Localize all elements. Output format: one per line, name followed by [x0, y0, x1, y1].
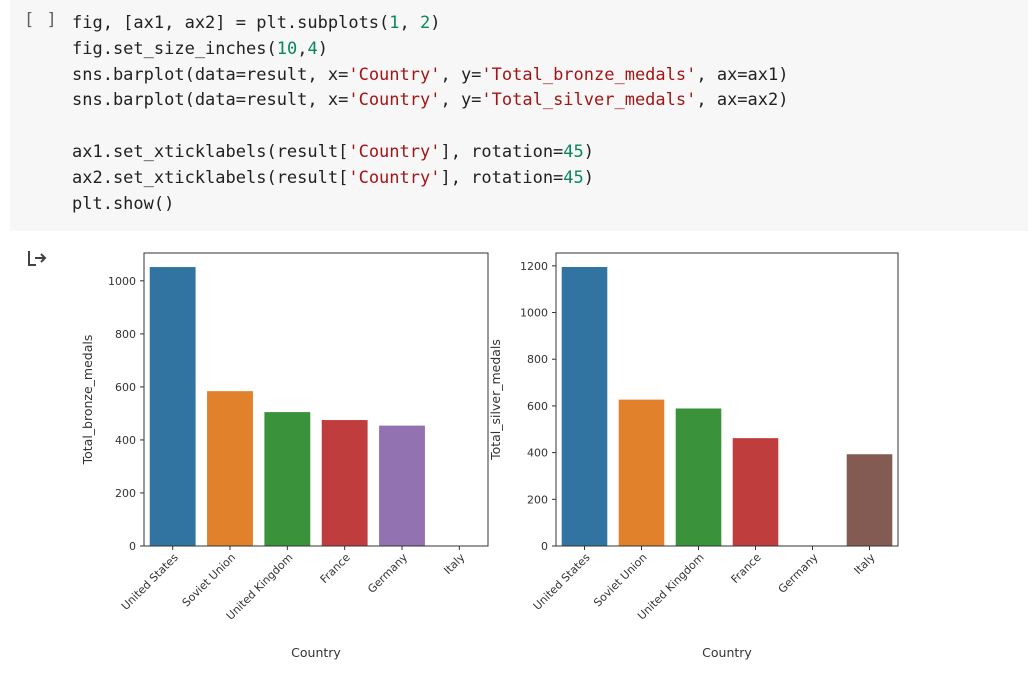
run-cell-button[interactable]: [ ]: [24, 10, 58, 30]
y-tick-label: 800: [527, 353, 548, 366]
code-line: sns.barplot(data=result, x='Country', y=…: [72, 88, 788, 114]
code-token: , y=: [440, 64, 482, 85]
code-token: 45: [563, 167, 584, 188]
code-token: 'Total_bronze_medals': [481, 64, 697, 85]
code-cell[interactable]: [ ] fig, [ax1, ax2] = plt.subplots(1, 2)…: [10, 0, 1028, 231]
x-tick-label: Soviet Union: [180, 551, 238, 609]
x-tick-label: Italy: [441, 551, 467, 577]
bar-bronze-1: [207, 391, 253, 546]
code-token: , ax=ax2): [696, 90, 789, 111]
bar-silver-1: [618, 399, 665, 546]
code-token: 45: [563, 141, 584, 162]
x-tick-label: Soviet Union: [591, 551, 649, 609]
axes-frame: [143, 252, 489, 547]
code-token: plt.show(): [72, 193, 175, 214]
code-token: 4: [307, 38, 318, 59]
y-tick-label: 1000: [520, 307, 548, 320]
x-tick-label: United States: [531, 551, 593, 613]
code-token: 1: [389, 13, 400, 33]
code-token: fig.set_size_inches(: [72, 38, 277, 59]
x-tick-label: United States: [119, 551, 181, 613]
code-token: ): [583, 167, 595, 188]
code-token: ): [317, 38, 328, 59]
code-token: ax1.set_xticklabels(result[: [72, 141, 349, 162]
y-tick-label: 800: [115, 328, 136, 341]
code-token: sns.barplot(data=result, x=: [72, 90, 349, 111]
bar-bronze-3: [321, 420, 368, 546]
x-axis-label: Country: [702, 645, 752, 660]
x-tick-label: France: [318, 551, 353, 586]
y-tick-label: 400: [115, 434, 136, 447]
code-line: ax1.set_xticklabels(result['Country'], r…: [72, 140, 788, 166]
y-axis-label: Total_bronze_medals: [80, 335, 95, 466]
bar-bronze-4: [379, 425, 425, 546]
code-token: ], rotation=: [440, 167, 564, 188]
x-tick-label: Germany: [776, 551, 821, 596]
code-token: sns.barplot(data=result, x=: [72, 64, 349, 85]
code-line: fig, [ax1, ax2] = plt.subplots(1, 2): [72, 11, 788, 37]
y-tick-label: 600: [527, 400, 548, 413]
y-tick-label: 0: [129, 540, 136, 553]
bar-bronze-2: [264, 412, 311, 546]
code-token: 'Country': [348, 90, 441, 111]
y-tick-label: 1200: [520, 260, 548, 273]
x-tick-label: Germany: [365, 551, 410, 596]
bar-silver-5: [846, 454, 893, 546]
bar-silver-0: [561, 267, 608, 546]
bar-silver-3: [732, 438, 779, 546]
code-token: ): [430, 13, 441, 33]
code-token: 10: [276, 38, 298, 59]
code-token: 'Country': [348, 141, 441, 162]
code-line: sns.barplot(data=result, x='Country', y=…: [72, 63, 788, 89]
code-token: ,: [297, 38, 308, 59]
y-tick-label: 200: [115, 487, 136, 500]
output-arrow-icon[interactable]: [26, 247, 48, 269]
code-token: ], rotation=: [440, 141, 564, 162]
code-token: ,: [399, 13, 421, 33]
bar-silver-2: [675, 408, 722, 546]
code-token: 'Country': [348, 167, 441, 188]
code-token: ax2.set_xticklabels(result[: [72, 167, 349, 188]
code-line: ax2.set_xticklabels(result['Country'], r…: [72, 166, 788, 192]
y-tick-label: 1000: [108, 275, 136, 288]
bar-bronze-0: [149, 267, 196, 546]
y-tick-label: 200: [527, 493, 548, 506]
code-token: 'Total_silver_medals': [481, 90, 697, 111]
y-axis-label: Total_silver_medals: [488, 339, 503, 461]
code-editor[interactable]: fig, [ax1, ax2] = plt.subplots(1, 2) fig.…: [72, 11, 788, 217]
y-tick-label: 400: [527, 447, 548, 460]
x-tick-label: France: [729, 551, 764, 586]
x-tick-label: Italy: [852, 551, 878, 577]
code-token: , ax=ax1): [696, 64, 789, 85]
code-token: , y=: [440, 90, 482, 111]
y-tick-label: 600: [115, 381, 136, 394]
axes-frame: [555, 252, 899, 547]
code-token: 'Country': [348, 64, 441, 85]
code-line: plt.show(): [72, 192, 788, 218]
silver-chart: 0 200 400 600 800 1000 1200 United StatesSoviet…: [488, 252, 899, 660]
y-tick-label: 0: [541, 540, 548, 553]
code-token: fig, [ax1, ax2] = plt.subplots(: [72, 13, 390, 33]
code-token: ): [583, 141, 595, 162]
code-token: 2: [420, 13, 431, 33]
code-line: fig.set_size_inches(10,4): [72, 37, 788, 63]
x-axis-label: Country: [291, 645, 341, 660]
